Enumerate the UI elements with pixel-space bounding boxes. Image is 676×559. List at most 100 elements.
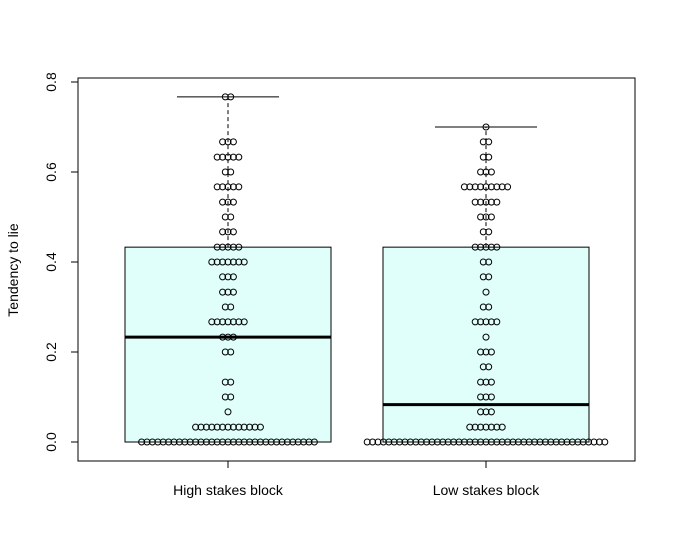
data-point — [579, 438, 587, 446]
data-point — [477, 393, 485, 401]
data-point — [487, 423, 495, 431]
data-point — [240, 258, 248, 266]
data-point — [229, 258, 237, 266]
axes-layer: High stakes block Low stakes block 0.0 0.2 0… — [43, 72, 540, 498]
data-point — [455, 438, 463, 446]
data-point — [256, 423, 264, 431]
data-point — [235, 258, 243, 266]
data-point — [477, 438, 485, 446]
data-point — [485, 363, 493, 371]
data-point — [379, 438, 387, 446]
data-point — [170, 438, 178, 446]
data-point — [219, 198, 227, 206]
data-point — [251, 438, 259, 446]
data-point — [229, 423, 237, 431]
data-point — [485, 228, 493, 236]
data-point — [369, 438, 377, 446]
data-point — [224, 258, 232, 266]
data-point — [487, 243, 495, 251]
data-point — [482, 123, 490, 131]
data-point — [273, 438, 281, 446]
data-point — [482, 378, 490, 386]
data-point — [482, 288, 490, 296]
data-point — [229, 333, 237, 341]
data-point — [227, 348, 235, 356]
data-point — [487, 393, 495, 401]
data-point — [197, 423, 205, 431]
data-point — [460, 438, 468, 446]
data-point — [229, 288, 237, 296]
data-point — [246, 423, 254, 431]
data-point — [219, 318, 227, 326]
data-point — [213, 153, 221, 161]
data-point — [229, 153, 237, 161]
data-point — [531, 438, 539, 446]
data-point — [219, 333, 227, 341]
data-point — [479, 153, 487, 161]
data-point — [477, 183, 485, 191]
data-point — [221, 348, 229, 356]
y-tick-label: 0.4 — [43, 252, 59, 272]
data-point — [300, 438, 308, 446]
box-iqr — [124, 246, 332, 443]
data-point — [487, 378, 495, 386]
x-tick-label: High stakes block — [173, 482, 284, 498]
data-point — [219, 438, 227, 446]
data-point — [498, 183, 506, 191]
data-point — [396, 438, 404, 446]
data-point — [471, 423, 479, 431]
data-point — [520, 438, 528, 446]
data-point — [482, 198, 490, 206]
data-point — [219, 183, 227, 191]
data-point — [219, 138, 227, 146]
data-point — [219, 228, 227, 236]
data-point — [568, 438, 576, 446]
data-point — [477, 318, 485, 326]
data-point — [552, 438, 560, 446]
data-point — [563, 438, 571, 446]
data-point — [224, 438, 232, 446]
data-point — [547, 438, 555, 446]
data-point — [235, 243, 243, 251]
data-point — [493, 183, 501, 191]
data-point — [498, 438, 506, 446]
data-point — [289, 438, 297, 446]
data-point — [471, 183, 479, 191]
data-point — [229, 273, 237, 281]
data-point — [482, 318, 490, 326]
data-point — [558, 438, 566, 446]
data-point — [213, 243, 221, 251]
data-point — [487, 408, 495, 416]
data-point — [221, 93, 229, 101]
data-point — [482, 348, 490, 356]
data-point — [219, 423, 227, 431]
data-point — [213, 318, 221, 326]
data-point — [363, 438, 371, 446]
data-point — [224, 243, 232, 251]
data-point — [202, 423, 210, 431]
data-point — [485, 273, 493, 281]
data-point — [208, 318, 216, 326]
data-point — [192, 438, 200, 446]
data-point — [229, 438, 237, 446]
data-point — [401, 438, 409, 446]
data-point — [227, 93, 235, 101]
data-point — [224, 138, 232, 146]
data-point — [487, 438, 495, 446]
data-point — [482, 438, 490, 446]
data-point — [213, 258, 221, 266]
data-point — [477, 243, 485, 251]
data-point — [208, 258, 216, 266]
data-point — [514, 438, 522, 446]
data-point — [224, 423, 232, 431]
data-point — [417, 438, 425, 446]
data-point — [574, 438, 582, 446]
data-point — [192, 423, 200, 431]
y-tick-label: 0.6 — [43, 162, 59, 182]
data-point — [148, 438, 156, 446]
data-point — [294, 438, 302, 446]
y-tick-label: 0.8 — [43, 72, 59, 92]
data-point — [485, 258, 493, 266]
data-point — [224, 273, 232, 281]
data-point — [590, 438, 598, 446]
